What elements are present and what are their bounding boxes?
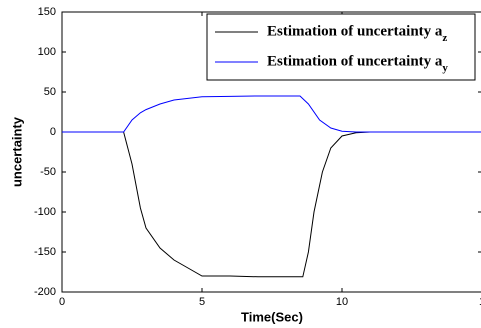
series-line — [62, 131, 481, 278]
series-line — [62, 95, 481, 133]
y-tick-label: 150 — [38, 6, 56, 18]
x-tick-label: 1 — [479, 296, 481, 308]
y-tick-label: -150 — [34, 246, 56, 258]
legend-label: Estimation of uncertainty ay — [267, 53, 448, 73]
legend-box — [206, 13, 476, 81]
y-tick-label: 50 — [44, 86, 56, 98]
x-tick-label: 10 — [336, 296, 348, 308]
y-tick-label: -100 — [34, 206, 56, 218]
y-tick-label: -50 — [40, 166, 56, 178]
y-tick-label: -200 — [34, 286, 56, 298]
y-tick-label: 0 — [50, 126, 56, 138]
y-tick-label: 100 — [38, 46, 56, 58]
y-axis-label: uncertainty — [9, 116, 24, 187]
x-tick-label: 5 — [199, 296, 205, 308]
x-axis-label: Time(Sec) — [241, 309, 303, 324]
x-tick-label: 0 — [59, 296, 65, 308]
legend-label: Estimation of uncertainty az — [267, 23, 447, 43]
